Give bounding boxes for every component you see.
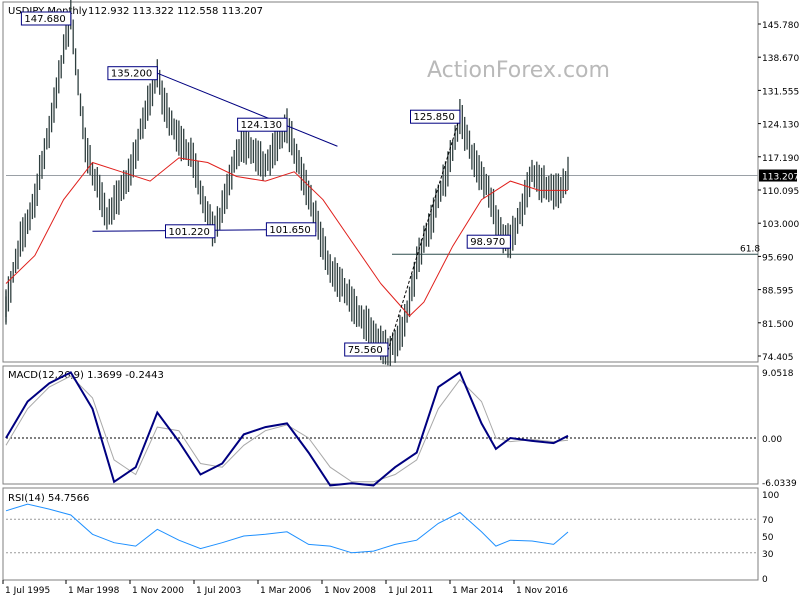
- price-annotation-box: [344, 342, 389, 357]
- trendline: [387, 116, 461, 351]
- price-annotation-box: [466, 234, 511, 249]
- rsi-axis-label: 0: [762, 575, 768, 585]
- price-annotation-label: 75.560: [348, 345, 383, 356]
- price-annotation-box: [20, 11, 72, 26]
- macd-axis-label: -6.0339: [762, 479, 797, 489]
- macd-line: [5, 370, 569, 487]
- watermark: ActionForex.com: [427, 58, 610, 83]
- price-axis-label: 145.780: [762, 21, 799, 31]
- price-annotation-label: 135.200: [111, 69, 152, 80]
- moving-average-line: [5, 157, 568, 317]
- rsi-axis-label: 50: [762, 533, 774, 543]
- price-annotation-box: [107, 66, 158, 81]
- x-axis-label: 1 Mar 2006: [260, 586, 312, 596]
- macd-series-group: [5, 370, 758, 487]
- price-axis-label: 110.095: [762, 187, 799, 197]
- rsi-axis-label: 70: [762, 516, 774, 526]
- price-axis-label: 74.405: [762, 353, 794, 363]
- x-axis-label: 1 Jul 1995: [5, 586, 50, 596]
- axis-labels-group: 145.780 138.670 131.555 124.130 117.190 110.0…: [2, 21, 799, 596]
- x-axis-label: 1 Nov 2016: [516, 586, 568, 596]
- x-axis-label: 1 Mar 2014: [452, 586, 504, 596]
- x-axis-label: 1 Jul 2011: [388, 586, 433, 596]
- price-axis-label: 103.000: [762, 220, 799, 230]
- rsi-panel: [2, 487, 759, 581]
- price-annotation-box: [410, 109, 461, 124]
- x-axis-label: 1 Jul 2003: [196, 586, 241, 596]
- rsi-series-group: [5, 503, 758, 554]
- rsi-title: RSI(14) 54.7566: [8, 493, 89, 504]
- price-annotation-box: [165, 224, 216, 239]
- fib-level-label: 61.8: [740, 244, 760, 254]
- current-price-label: 113.207: [762, 173, 799, 183]
- price-annotation-label: 101.220: [169, 227, 210, 238]
- macd-panel: [2, 365, 759, 485]
- rsi-axis-label: 30: [762, 550, 774, 560]
- price-axis-label: 95.690: [762, 253, 794, 263]
- price-axis-label: 117.190: [762, 154, 799, 164]
- price-series-group: 61.8 147.680 135.200 124.130 101.220 101.650 7…: [5, 0, 799, 366]
- price-annotation-label: 125.850: [414, 112, 455, 123]
- current-price-tag: [759, 169, 797, 182]
- rsi-axis-label: 100: [762, 491, 779, 501]
- price-annotation-label: 101.650: [269, 225, 310, 236]
- price-axis-label: 138.670: [762, 54, 799, 64]
- price-annotation-label: 124.130: [241, 120, 282, 131]
- macd-axis-label: 9.0518: [762, 369, 794, 379]
- macd-signal-line: [5, 375, 569, 483]
- price-annotation-label: 147.680: [24, 14, 65, 25]
- price-annotation-box: [237, 117, 288, 132]
- price-annotation-label: 98.970: [470, 237, 505, 248]
- rsi-line: [5, 503, 569, 554]
- price-axis-label: 131.555: [762, 87, 799, 97]
- ohlc-values: 112.932 113.322 112.558 113.207: [88, 6, 263, 17]
- trendline: [157, 72, 338, 147]
- price-panel: [2, 1, 759, 363]
- price-axis-label: 88.595: [762, 287, 794, 297]
- price-axis-label: 124.130: [762, 121, 799, 131]
- price-annotation-box: [265, 222, 317, 237]
- macd-title: MACD(12,26,9) 1.3699 -0.2443: [8, 370, 164, 381]
- price-axis-label: 81.500: [762, 320, 794, 330]
- x-axis-label: 1 Nov 2000: [132, 586, 184, 596]
- macd-axis-label: 0.00: [762, 435, 782, 445]
- x-axis-label: 1 Mar 1998: [68, 586, 120, 596]
- x-axis-label: 1 Nov 2008: [324, 586, 376, 596]
